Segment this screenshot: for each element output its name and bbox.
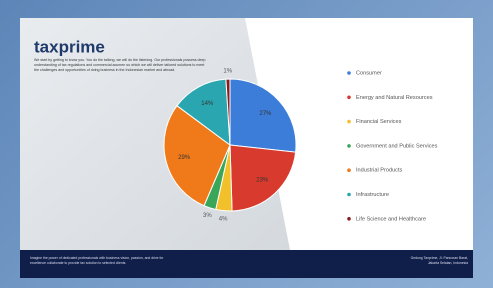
- legend-label: Industrial Products: [356, 168, 403, 174]
- legend-swatch: [347, 96, 351, 100]
- legend-swatch: [347, 193, 351, 197]
- value-label: 14%: [201, 101, 214, 107]
- legend-swatch: [347, 144, 351, 148]
- intro-box: We start by getting to know you. You do …: [34, 58, 209, 98]
- legend-swatch: [347, 217, 351, 221]
- logo: taxprime: [34, 37, 105, 56]
- footer-left-box: Imagine the power of dedicated professio…: [30, 256, 180, 276]
- value-label: 23%: [256, 177, 269, 183]
- legend-label: Government and Public Services: [356, 143, 438, 149]
- value-label: 27%: [259, 111, 272, 117]
- value-label: 3%: [203, 213, 212, 219]
- legend-label: Infrastructure: [356, 192, 389, 198]
- footer-left: Imagine the power of dedicated professio…: [30, 256, 180, 265]
- value-label: 4%: [219, 216, 228, 222]
- legend-label: Financial Services: [356, 119, 402, 125]
- legend-swatch: [347, 71, 351, 75]
- legend-swatch: [347, 168, 351, 172]
- legend-label: Consumer: [356, 70, 382, 76]
- footer-right-box: Gedung Taxprime, Jl. Pancoran Barat, Jak…: [400, 256, 468, 276]
- legend-label: Energy and Natural Resources: [356, 95, 433, 101]
- value-label: 29%: [178, 155, 191, 161]
- footer-right: Gedung Taxprime, Jl. Pancoran Barat, Jak…: [400, 256, 468, 265]
- intro-text: We start by getting to know you. You do …: [34, 58, 209, 73]
- slide: taxprime We start by getting to know you…: [0, 0, 493, 288]
- legend-label: Life Science and Healthcare: [356, 216, 426, 222]
- screen: taxprime We start by getting to know you…: [0, 0, 493, 288]
- value-label: 1%: [223, 69, 232, 75]
- legend-swatch: [347, 120, 351, 124]
